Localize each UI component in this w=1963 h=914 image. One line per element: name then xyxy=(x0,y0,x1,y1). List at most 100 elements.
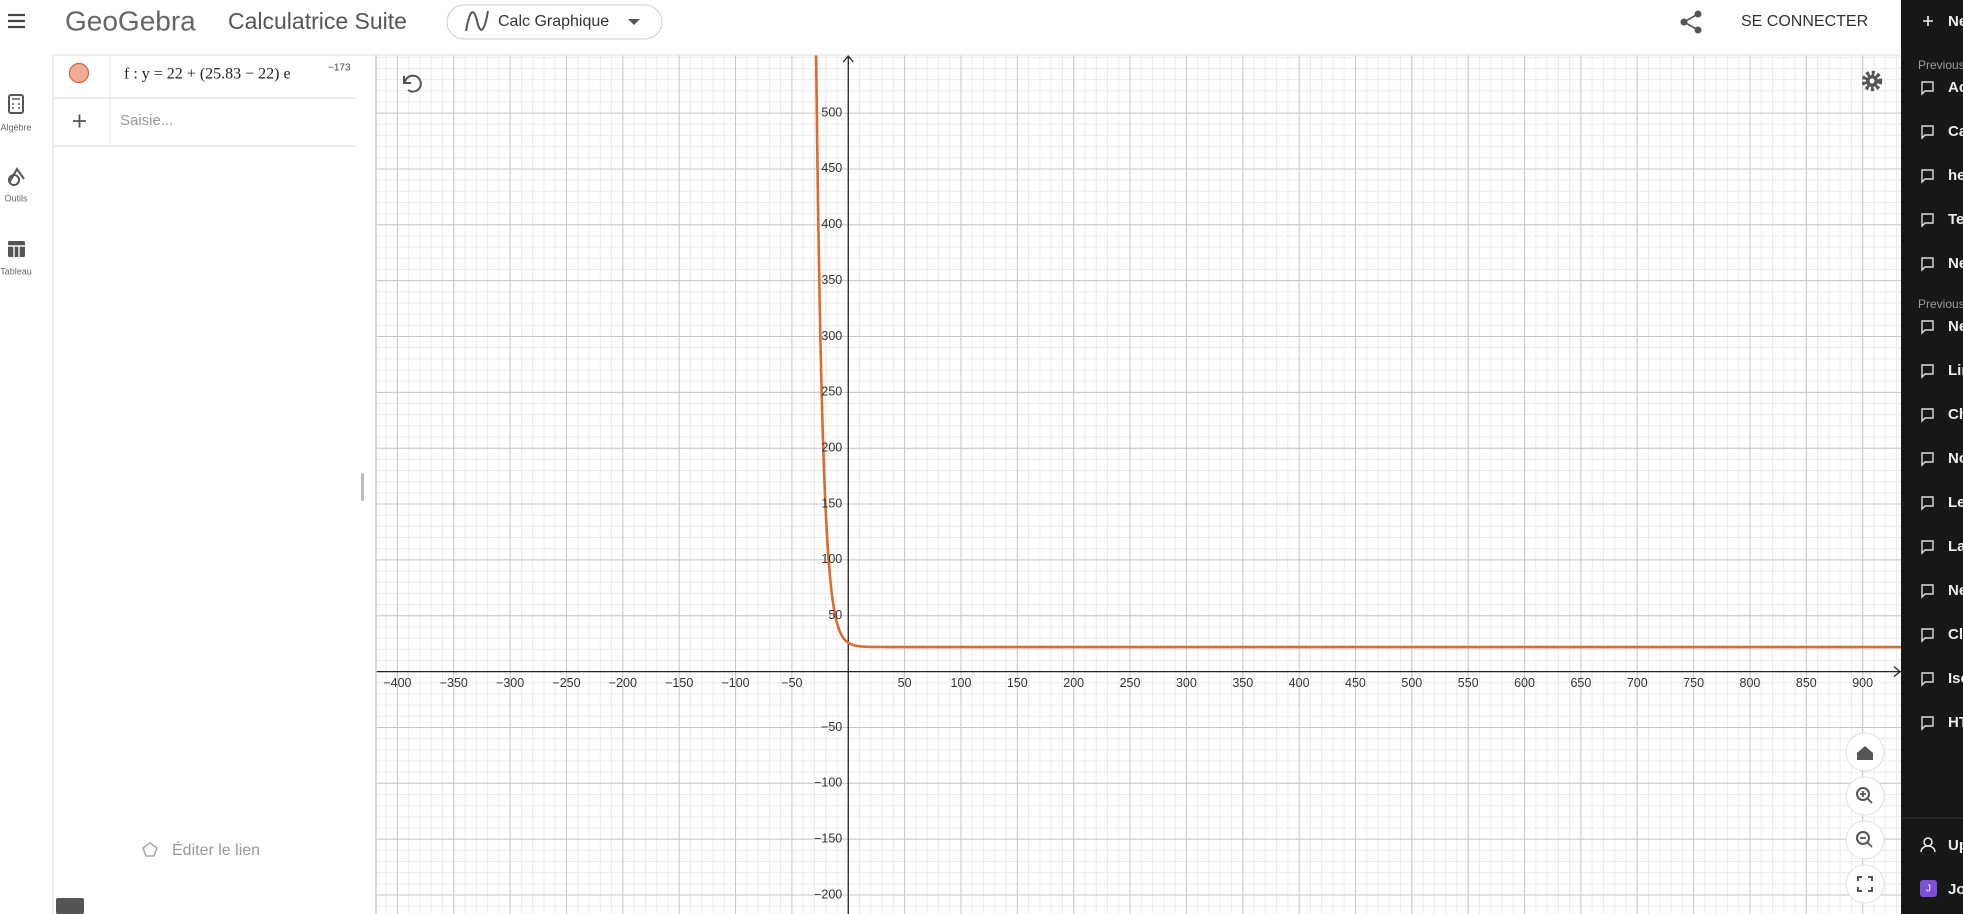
x-tick-label: 300 xyxy=(1176,676,1197,690)
history-item[interactable]: Ne xyxy=(1948,582,1963,599)
history-item[interactable]: Le xyxy=(1948,494,1963,511)
y-tick-label: −100 xyxy=(814,776,842,790)
history-item[interactable]: HT xyxy=(1948,714,1963,731)
fullscreen-button[interactable] xyxy=(1845,864,1885,904)
chat-icon xyxy=(1921,408,1934,423)
avatar xyxy=(1920,880,1937,897)
history-item[interactable]: Ne xyxy=(1948,318,1963,335)
share-button[interactable] xyxy=(1680,10,1702,34)
history-item[interactable]: Ca xyxy=(1948,123,1963,140)
share-lines xyxy=(1682,13,1699,31)
x-tick-label: 100 xyxy=(951,676,972,690)
resize-handle[interactable] xyxy=(361,473,364,501)
chat-icon xyxy=(1921,672,1934,687)
x-tick-label: −200 xyxy=(609,676,637,690)
chat-icon xyxy=(1921,496,1934,511)
y-tick-label: 50 xyxy=(828,608,842,622)
app-title: Calculatrice Suite xyxy=(228,8,407,34)
calculator-icon xyxy=(8,94,24,114)
y-tick-label: 450 xyxy=(821,161,842,175)
history-section-title: Previous xyxy=(1918,58,1963,72)
zoom-in-button[interactable] xyxy=(1845,776,1885,816)
button-circle xyxy=(1845,864,1885,904)
y-tick-label: 250 xyxy=(821,385,842,399)
chat-icon xyxy=(1921,125,1934,140)
sidebar-algebra[interactable]: Algèbre xyxy=(0,94,32,132)
chat-icon xyxy=(1921,716,1934,731)
x-tick-label: 750 xyxy=(1683,676,1704,690)
history-item[interactable]: Iso xyxy=(1948,670,1963,687)
home-button[interactable] xyxy=(1845,732,1885,772)
x-tick-label: 550 xyxy=(1458,676,1479,690)
chat-icon xyxy=(1921,584,1934,599)
y-tick-label: −50 xyxy=(821,720,842,734)
algebra-row[interactable]: f : y = 22 + (25.83 − 22) e −173 xyxy=(124,63,351,83)
curve-layer xyxy=(814,55,1901,649)
upgrade-icon xyxy=(1920,845,1936,853)
new-chat-icon xyxy=(1923,16,1933,26)
sidebar-tools[interactable]: Outils xyxy=(4,167,28,203)
history-item[interactable]: Ch xyxy=(1948,406,1963,423)
history-item[interactable]: he xyxy=(1948,167,1963,184)
avatar-initial: J xyxy=(1926,884,1931,895)
upgrade[interactable]: Up xyxy=(1948,837,1963,854)
x-tick-label: 600 xyxy=(1514,676,1535,690)
history-item[interactable]: La xyxy=(1948,538,1963,555)
undo-button[interactable] xyxy=(403,74,422,93)
sign-in-button[interactable]: SE CONNECTER xyxy=(1741,13,1868,30)
button-circle xyxy=(1845,820,1885,860)
x-axis-arrow xyxy=(1893,666,1901,678)
app-switcher[interactable]: Calc Graphique xyxy=(446,4,663,40)
history-item[interactable]: Ac xyxy=(1948,79,1963,96)
chat-icon xyxy=(1921,364,1934,379)
y-tick-label: −150 xyxy=(814,831,842,845)
sidebar-label: Tableau xyxy=(0,266,32,276)
algebra-expression: f : y = 22 + (25.83 − 22) e xyxy=(124,66,291,83)
chat-icon xyxy=(1921,452,1934,467)
visibility-toggle[interactable] xyxy=(68,62,90,84)
x-tick-label: −150 xyxy=(665,676,693,690)
history-item[interactable]: Cl xyxy=(1948,626,1963,643)
sidebar-table[interactable]: Tableau xyxy=(0,241,32,276)
y-tick-label: 150 xyxy=(821,496,842,510)
new-chat[interactable]: Ne xyxy=(1948,13,1963,30)
x-tick-label: −300 xyxy=(496,676,524,690)
settings-button[interactable] xyxy=(1861,70,1883,92)
x-tick-label: 850 xyxy=(1796,676,1817,690)
x-tick-label: −100 xyxy=(721,676,749,690)
y-tick-label: 350 xyxy=(821,273,842,287)
input-field[interactable]: Saisie... xyxy=(120,112,173,129)
history-item[interactable]: Lin xyxy=(1948,362,1963,379)
algebra-exponent: −173 xyxy=(328,63,351,74)
x-tick-label: −400 xyxy=(383,676,411,690)
edit-link[interactable]: Éditer le lien xyxy=(142,840,260,859)
menu-button[interactable] xyxy=(8,13,25,29)
table-icon-lines xyxy=(8,245,25,257)
keyboard-button[interactable] xyxy=(56,898,84,914)
history-item[interactable]: Te xyxy=(1948,211,1963,228)
x-tick-label: 700 xyxy=(1627,676,1648,690)
edit-link-icon xyxy=(142,842,158,857)
chat-icon xyxy=(1921,540,1934,555)
chat-icon xyxy=(1921,169,1934,184)
app-switcher-pill xyxy=(446,4,663,40)
menu-icon xyxy=(8,13,25,29)
x-tick-label: 500 xyxy=(1401,676,1422,690)
chat-icon xyxy=(1921,320,1934,335)
gear-hole xyxy=(1869,78,1875,84)
chat-icon xyxy=(1921,81,1934,96)
y-axis-arrow xyxy=(842,55,854,63)
x-tick-label: −350 xyxy=(440,676,468,690)
dropdown-arrow xyxy=(628,19,640,25)
chat-icon xyxy=(1921,213,1934,228)
user-name[interactable]: Jo xyxy=(1948,881,1963,898)
table-icon xyxy=(8,241,25,257)
y-tick-label: −200 xyxy=(814,887,842,901)
y-tick-label: 100 xyxy=(821,552,842,566)
history-item[interactable]: No xyxy=(1948,450,1963,467)
function-curve xyxy=(814,55,1901,649)
history-item[interactable]: Ne xyxy=(1948,255,1963,272)
add-input-icon[interactable] xyxy=(73,114,86,128)
zoom-out-button[interactable] xyxy=(1845,820,1885,860)
